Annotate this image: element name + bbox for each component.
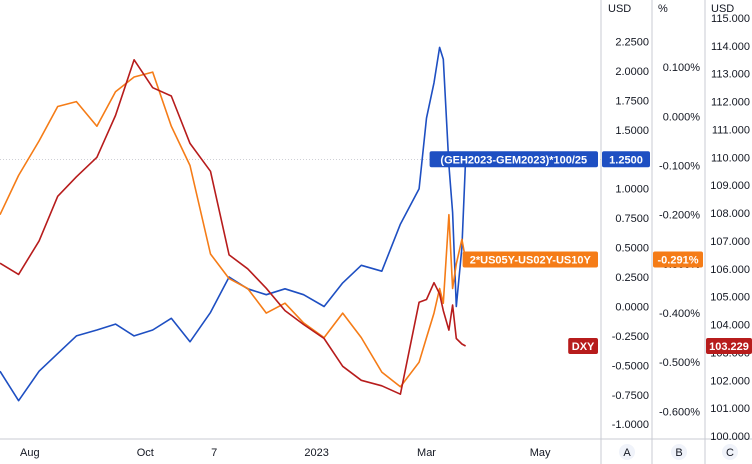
x-tick-label: May <box>530 447 551 459</box>
axis-a-tick-label: 0.5000 <box>615 243 649 255</box>
axis-a-tick-label: 0.7500 <box>615 213 649 225</box>
series-name-tag: 2*US05Y-US02Y-US10Y <box>470 254 592 266</box>
series-name-tag-bg <box>568 338 598 355</box>
axis-c-tick-label: 108.000 <box>710 208 750 220</box>
axis-c-tick-label: 100.000 <box>710 431 750 443</box>
axis-a-tick-label: 0.2500 <box>615 272 649 284</box>
axis-a-tick-label: -0.7500 <box>612 390 649 402</box>
series-value-tag: 103.229 <box>709 341 749 353</box>
axis-c-tick-label: 110.000 <box>711 152 750 164</box>
series-name-tag: (GEH2023-GEM2023)*100/25 <box>440 154 587 166</box>
axis-c-tick-label: 113.000 <box>711 69 750 81</box>
series-value-tag-bg <box>653 251 703 268</box>
axis-c-tick-label: 115.000 <box>711 13 750 25</box>
axis-b-unit: % <box>658 3 668 15</box>
axis-a-tick-label: -1.0000 <box>612 419 649 431</box>
axis-a-tick-label: 1.5000 <box>615 125 649 137</box>
axis-a-tick-label: -0.5000 <box>612 360 649 372</box>
x-axis-ticks: Aug Oct 7 2023 Mar May <box>20 447 551 459</box>
axis-ticks: 2.2500 2.0000 1.7500 1.5000 1.2500 1.0000 0.75… <box>612 13 750 443</box>
series-line-b <box>0 71 467 388</box>
axis-b-button[interactable]: B <box>671 444 687 460</box>
series-lines <box>0 46 467 402</box>
axis-c-tick-label: 102.000 <box>710 375 750 387</box>
x-tick-label: Aug <box>20 447 40 459</box>
series-value-tag-bg <box>602 151 650 168</box>
axis-c-unit: USD <box>711 3 734 15</box>
axis-a-button[interactable]: A <box>619 444 635 460</box>
axis-b-tick-label: 0.000% <box>663 111 701 123</box>
axis-a-tick-label: 0.0000 <box>615 301 649 313</box>
series-name-tag-bg <box>462 251 598 268</box>
x-tick-label: Mar <box>417 447 436 459</box>
series-name-tag: DXY <box>572 341 595 353</box>
series-value-tag: 1.2500 <box>609 154 643 166</box>
axis-b-tick-label: -0.100% <box>659 161 700 173</box>
axis-a-unit: USD <box>608 3 631 15</box>
axis-b-tick-label: -0.200% <box>659 210 700 222</box>
axis-a-button-label: A <box>623 447 631 459</box>
x-tick-label: Oct <box>137 447 154 459</box>
axis-c-tick-label: 106.000 <box>710 264 750 276</box>
axis-c-tick-label: 104.000 <box>710 320 750 332</box>
axis-c-tick-label: 109.000 <box>710 180 750 192</box>
axis-c-tick-label: 111.000 <box>712 124 750 136</box>
axis-c-tick-label: 105.000 <box>710 292 750 304</box>
axis-c-tick-label: 112.000 <box>711 97 750 109</box>
axis-c-tick-label: 114.000 <box>711 41 750 53</box>
axis-c-tick-label: 107.000 <box>710 236 750 248</box>
x-tick-label: 2023 <box>304 447 328 459</box>
series-line-c <box>0 58 466 396</box>
axis-c-tick-label: 101.000 <box>710 403 750 415</box>
axis-b-tick-label: -0.400% <box>659 308 700 320</box>
axis-c-button-label: C <box>726 447 734 459</box>
series-value-tag: -0.291% <box>658 254 699 266</box>
axis-b-tick-label: -0.500% <box>659 357 700 369</box>
axis-b-button-label: B <box>675 447 682 459</box>
axis-b-tick-label: -0.600% <box>659 406 700 418</box>
axis-a-tick-label: 1.0000 <box>615 184 649 196</box>
x-tick-label: 7 <box>211 447 217 459</box>
axis-a-tick-label: 2.2500 <box>615 37 649 49</box>
axis-b-tick-label: 0.100% <box>663 62 701 74</box>
series-name-tag-bg <box>429 151 598 168</box>
series-value-tag-bg <box>706 338 752 355</box>
axis-a-tick-label: 1.7500 <box>615 95 649 107</box>
axis-a-tick-label: -0.2500 <box>612 331 649 343</box>
axis-a-tick-label: 2.0000 <box>615 66 649 78</box>
series-value-tags: (GEH2023-GEM2023)*100/25 1.2500 2*US05Y-US… <box>429 151 752 355</box>
series-line-a <box>0 46 467 402</box>
axis-c-button[interactable]: C <box>722 444 738 460</box>
